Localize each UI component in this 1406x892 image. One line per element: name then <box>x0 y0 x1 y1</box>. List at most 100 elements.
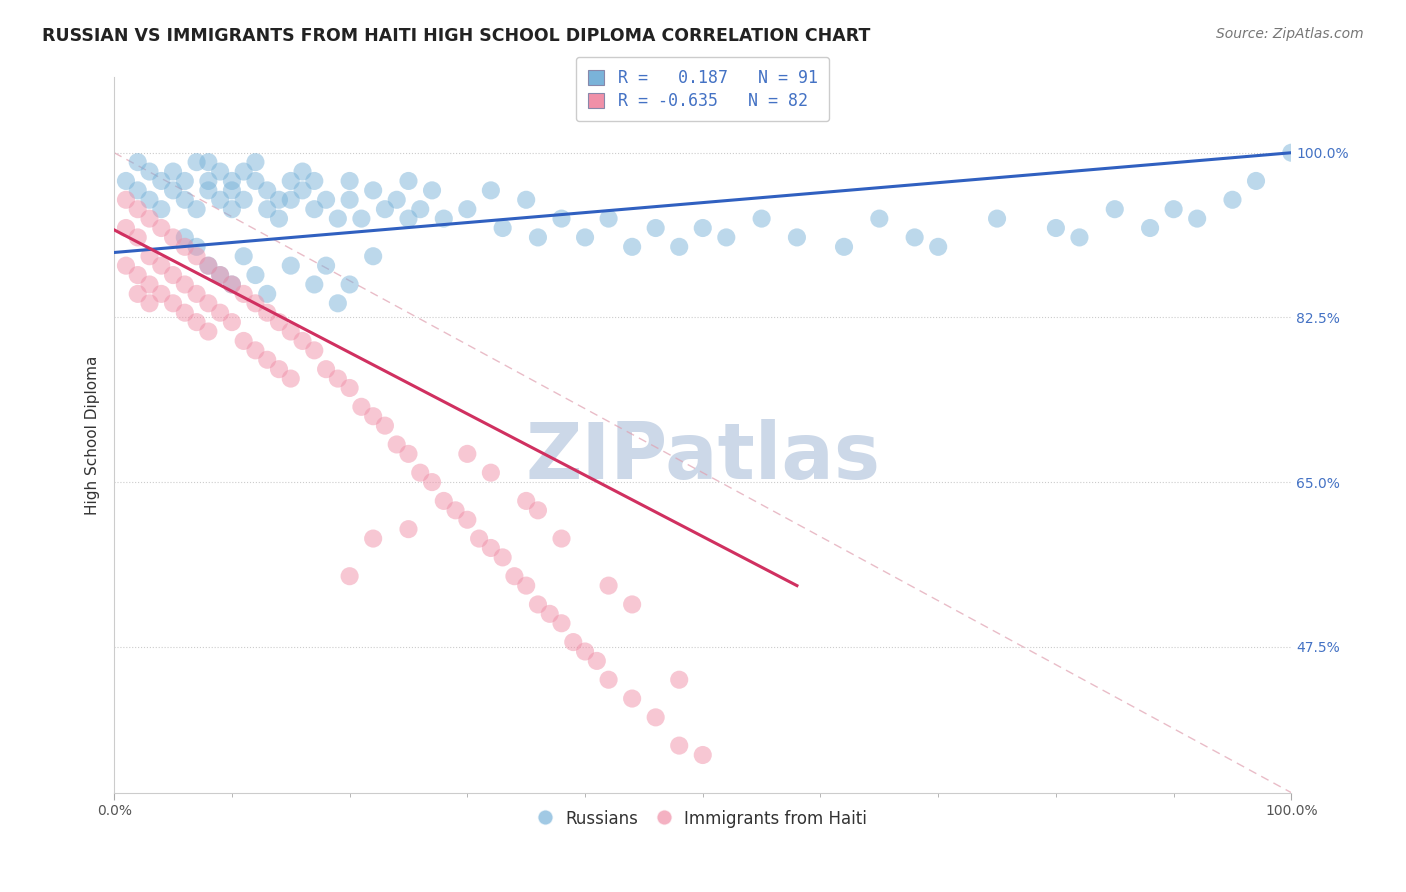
Point <box>138 249 160 263</box>
Point <box>291 164 314 178</box>
Point <box>574 230 596 244</box>
Text: RUSSIAN VS IMMIGRANTS FROM HAITI HIGH SCHOOL DIPLOMA CORRELATION CHART: RUSSIAN VS IMMIGRANTS FROM HAITI HIGH SC… <box>42 27 870 45</box>
Point <box>221 202 243 217</box>
Point <box>339 174 361 188</box>
Point <box>598 673 620 687</box>
Point <box>315 193 337 207</box>
Point <box>927 240 949 254</box>
Point <box>138 193 160 207</box>
Point <box>127 268 149 282</box>
Point <box>538 607 561 621</box>
Point <box>221 277 243 292</box>
Point <box>150 202 173 217</box>
Point <box>420 475 443 489</box>
Point <box>339 569 361 583</box>
Point <box>904 230 927 244</box>
Point <box>468 532 491 546</box>
Point <box>173 193 195 207</box>
Point <box>716 230 738 244</box>
Point <box>668 673 690 687</box>
Point <box>492 550 515 565</box>
Point <box>562 635 585 649</box>
Point <box>361 532 384 546</box>
Point <box>420 183 443 197</box>
Point <box>550 532 572 546</box>
Point <box>209 268 232 282</box>
Point <box>1139 221 1161 235</box>
Point <box>162 183 184 197</box>
Point <box>304 277 326 292</box>
Point <box>751 211 773 226</box>
Point <box>256 306 278 320</box>
Point <box>1185 211 1208 226</box>
Point <box>398 447 420 461</box>
Point <box>304 202 326 217</box>
Point <box>209 306 232 320</box>
Point <box>221 174 243 188</box>
Point <box>1279 145 1302 160</box>
Point <box>173 306 195 320</box>
Point <box>280 174 302 188</box>
Point <box>221 277 243 292</box>
Text: Source: ZipAtlas.com: Source: ZipAtlas.com <box>1216 27 1364 41</box>
Point <box>280 371 302 385</box>
Point <box>209 164 232 178</box>
Point <box>621 598 644 612</box>
Point <box>598 211 620 226</box>
Point <box>197 259 219 273</box>
Point <box>361 409 384 424</box>
Point <box>162 296 184 310</box>
Point <box>456 447 478 461</box>
Point <box>186 240 208 254</box>
Point <box>350 400 373 414</box>
Point <box>1069 230 1091 244</box>
Point <box>668 240 690 254</box>
Point <box>361 249 384 263</box>
Point <box>138 277 160 292</box>
Point <box>326 371 349 385</box>
Point <box>374 418 396 433</box>
Point <box>221 183 243 197</box>
Point <box>574 644 596 658</box>
Point <box>186 155 208 169</box>
Point <box>456 202 478 217</box>
Point <box>186 249 208 263</box>
Point <box>138 296 160 310</box>
Point <box>326 296 349 310</box>
Point <box>621 240 644 254</box>
Point <box>186 202 208 217</box>
Point <box>291 334 314 348</box>
Point <box>433 494 456 508</box>
Point <box>585 654 607 668</box>
Point <box>409 202 432 217</box>
Point <box>245 268 267 282</box>
Point <box>150 286 173 301</box>
Point <box>256 183 278 197</box>
Point <box>256 286 278 301</box>
Point <box>232 249 254 263</box>
Point <box>197 325 219 339</box>
Point <box>644 221 666 235</box>
Point <box>127 202 149 217</box>
Point <box>173 230 195 244</box>
Point <box>256 352 278 367</box>
Point <box>197 174 219 188</box>
Point <box>232 334 254 348</box>
Point <box>186 286 208 301</box>
Point <box>398 522 420 536</box>
Point <box>280 259 302 273</box>
Point <box>692 221 714 235</box>
Point <box>515 579 537 593</box>
Point <box>339 193 361 207</box>
Point <box>304 343 326 358</box>
Point <box>1045 221 1067 235</box>
Point <box>173 240 195 254</box>
Point <box>868 211 890 226</box>
Point <box>280 193 302 207</box>
Point <box>385 437 408 451</box>
Point <box>832 240 855 254</box>
Point <box>232 286 254 301</box>
Point <box>127 230 149 244</box>
Point <box>245 343 267 358</box>
Point <box>339 381 361 395</box>
